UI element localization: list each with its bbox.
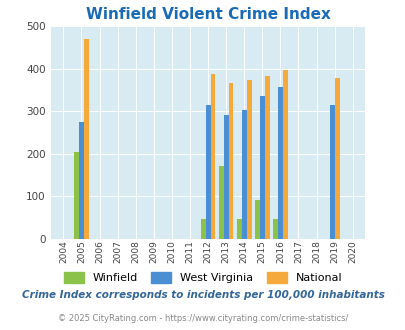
Bar (254, 200, 259, 239)
Bar (264, 76, 269, 239)
Bar (79, 122, 84, 239)
Bar (246, 80, 251, 239)
Bar (277, 87, 282, 239)
Bar (282, 70, 287, 239)
Legend: Winfield, West Virginia, National: Winfield, West Virginia, National (59, 268, 346, 288)
Bar (205, 105, 210, 239)
Bar (84, 39, 89, 239)
Bar (334, 78, 339, 239)
Text: © 2025 CityRating.com - https://www.cityrating.com/crime-statistics/: © 2025 CityRating.com - https://www.city… (58, 314, 347, 323)
Bar (237, 219, 241, 239)
Bar (228, 83, 233, 239)
Bar (74, 152, 79, 239)
Text: Crime Index corresponds to incidents per 100,000 inhabitants: Crime Index corresponds to incidents per… (21, 290, 384, 300)
Bar (273, 219, 277, 239)
Bar (200, 219, 205, 239)
Bar (223, 115, 228, 239)
Bar (259, 96, 264, 239)
Bar (210, 75, 215, 239)
Bar (329, 106, 334, 239)
Bar (241, 110, 246, 239)
Title: Winfield Violent Crime Index: Winfield Violent Crime Index (85, 8, 330, 22)
Bar (218, 166, 223, 239)
